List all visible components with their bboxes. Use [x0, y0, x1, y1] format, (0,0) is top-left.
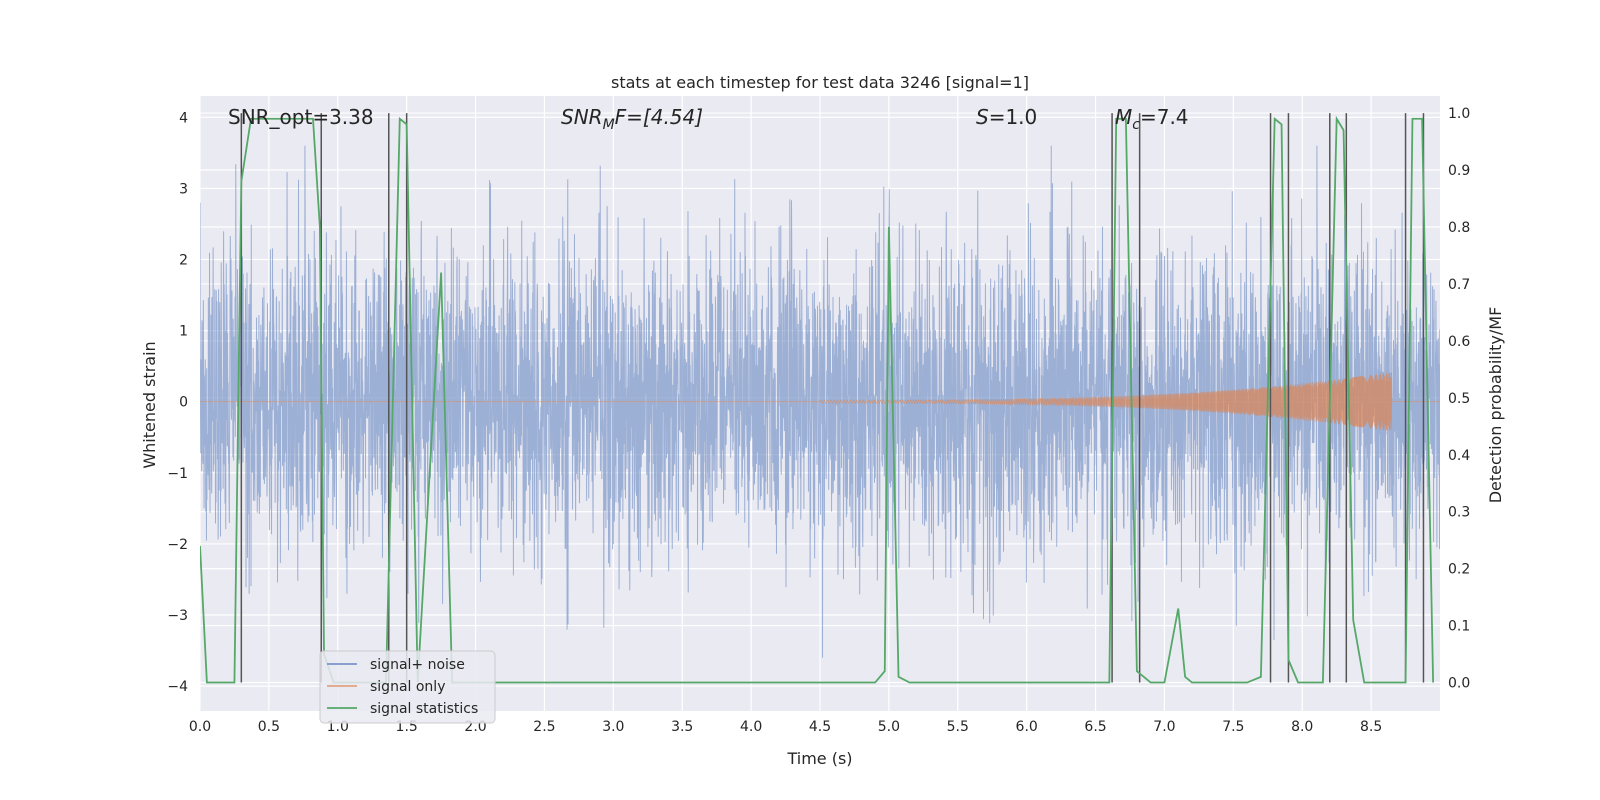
annotation-mc-rest: =7.4: [1140, 105, 1189, 129]
annotation-mc: Mc=7.4: [1115, 105, 1189, 133]
y-tick-label-right: 0.3: [1448, 505, 1470, 521]
y-tick-label-right: 0.0: [1448, 676, 1470, 692]
y-tick-label-right: 0.8: [1448, 220, 1470, 236]
x-tick-label: 0.0: [189, 719, 211, 735]
y-tick-label-left: 3: [179, 181, 188, 197]
legend: signal+ noise signal only signal statist…: [319, 650, 496, 724]
y-tick-label-right: 0.7: [1448, 277, 1470, 293]
y-tick-labels-left: 4 3 2 1 0 −1 −2 −3 −4: [167, 110, 188, 695]
y-tick-label-right: 0.6: [1448, 334, 1470, 350]
x-tick-label: 7.0: [1153, 719, 1175, 735]
x-tick-label: 7.5: [1222, 719, 1244, 735]
x-tick-label: 5.0: [878, 719, 900, 735]
x-tick-label: 4.5: [809, 719, 831, 735]
x-tick-label: 8.5: [1360, 719, 1382, 735]
legend-label-signal-only: signal only: [370, 679, 445, 695]
y-tick-label-left: 4: [179, 110, 188, 126]
x-tick-label: 8.0: [1291, 719, 1313, 735]
y-tick-label-left: 2: [179, 253, 188, 269]
x-tick-label: 6.5: [1084, 719, 1106, 735]
chart-title: stats at each timestep for test data 324…: [611, 73, 1029, 92]
x-tick-labels: 0.0 0.5 1.0 1.5 2.0 2.5 3.0 3.5 4.0 4.5 5.0 5.5 6.0 6…: [189, 719, 1382, 735]
y-tick-labels-right: 1.0 0.9 0.8 0.7 0.6 0.5 0.4 0.3 0.2 0.1 0.0: [1448, 106, 1470, 691]
y-tick-label-right: 0.1: [1448, 619, 1470, 635]
x-tick-label: 3.5: [671, 719, 693, 735]
y-axis-label-left: Whitened strain: [140, 341, 159, 468]
y-tick-label-right: 0.5: [1448, 391, 1470, 407]
annotation-snr-opt: SNR_opt=3.38: [228, 105, 374, 129]
y-tick-label-left: 0: [179, 395, 188, 411]
annotation-mc-main: M: [1115, 105, 1132, 129]
y-tick-label-left: −3: [167, 608, 188, 624]
y-tick-label-left: −1: [167, 466, 188, 482]
y-tick-label-right: 0.2: [1448, 562, 1470, 578]
y-tick-label-left: 1: [179, 324, 188, 340]
x-tick-label: 2.5: [533, 719, 555, 735]
legend-box: [319, 650, 496, 724]
x-tick-label: 4.0: [740, 719, 762, 735]
annotation-mc-sub: c: [1132, 117, 1140, 133]
annotation-snr-mf-sub: M: [603, 117, 615, 133]
y-tick-label-left: −2: [167, 537, 188, 553]
annotation-snr-mf-main: SNR: [561, 105, 603, 129]
annotation-snr-mf-rest: F=[4.54]: [615, 105, 703, 129]
y-tick-label-right: 1.0: [1448, 106, 1470, 122]
annotation-s-main: S: [976, 105, 989, 129]
x-tick-label: 3.0: [602, 719, 624, 735]
legend-label-signal-noise: signal+ noise: [370, 657, 465, 673]
x-tick-label: 0.5: [258, 719, 280, 735]
x-tick-label: 5.5: [947, 719, 969, 735]
y-tick-label-right: 0.9: [1448, 163, 1470, 179]
signal-only-series: [200, 372, 1440, 432]
y-axis-label-right: Detection probability/MF: [1486, 307, 1505, 504]
x-axis-label: Time (s): [786, 749, 852, 768]
annotation-s: S=1.0: [976, 105, 1037, 129]
annotation-snr-mf: SNRMF=[4.54]: [561, 105, 703, 133]
y-tick-label-right: 0.4: [1448, 448, 1470, 464]
x-tick-label: 6.0: [1016, 719, 1038, 735]
annotation-s-rest: =1.0: [989, 105, 1038, 129]
y-tick-label-left: −4: [167, 679, 188, 695]
legend-label-signal-statistics: signal statistics: [370, 701, 478, 717]
